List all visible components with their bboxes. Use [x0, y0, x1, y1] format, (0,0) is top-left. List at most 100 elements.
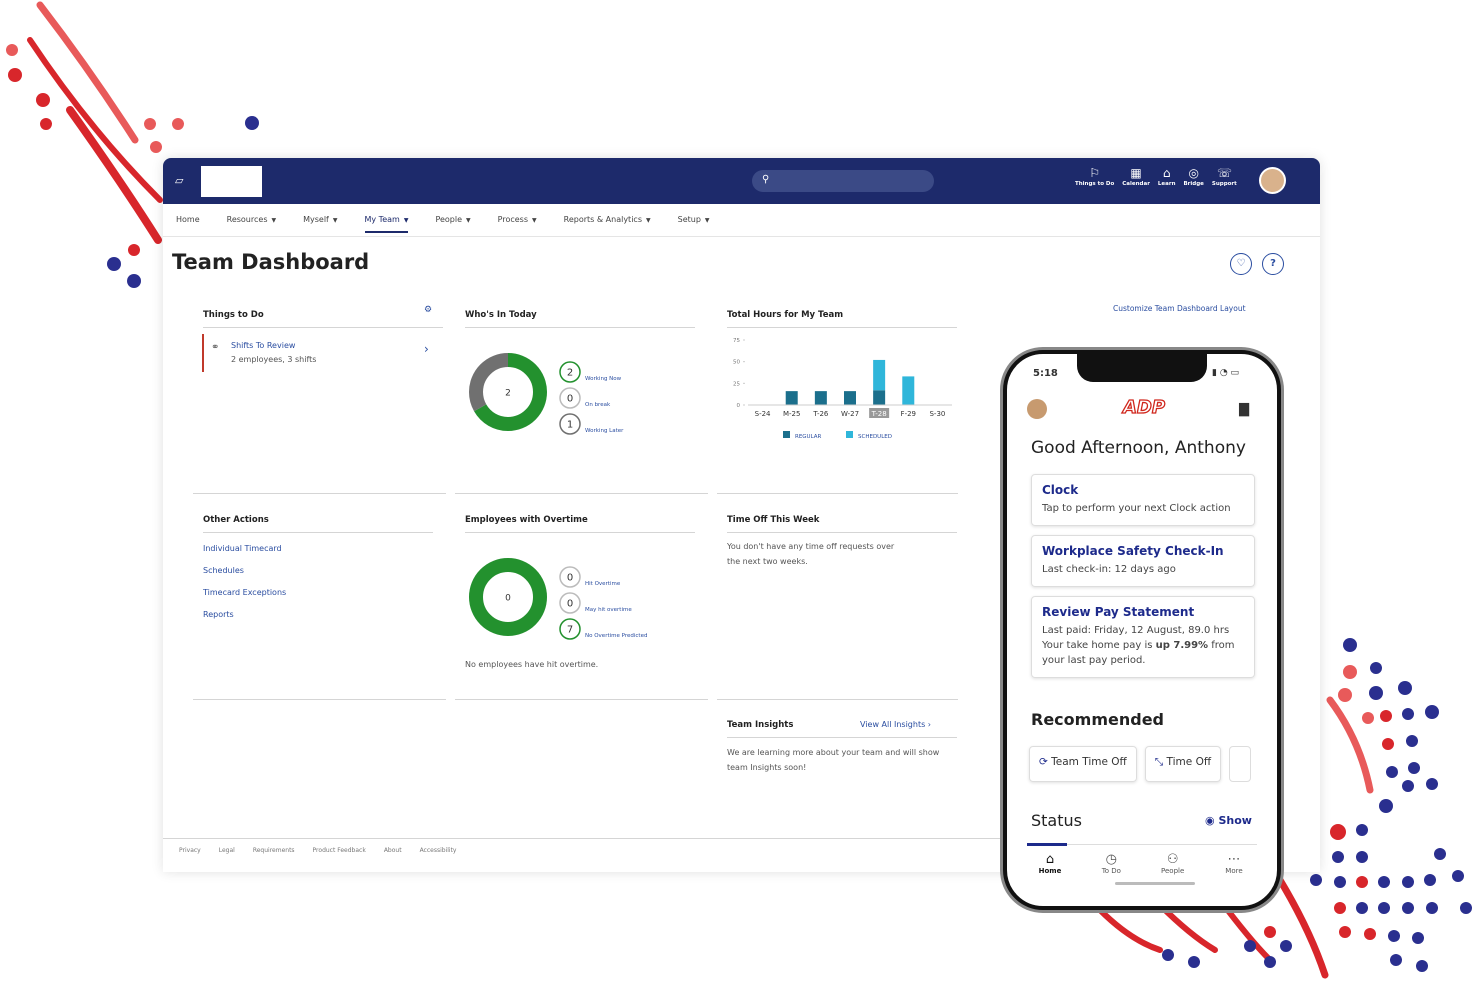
- tab[interactable]: ⚇ People: [1150, 852, 1196, 875]
- pay-line: Your take home pay is up 7.99% from your…: [1042, 638, 1244, 668]
- nav-icon[interactable]: ⚐ Things to Do: [1075, 166, 1114, 187]
- legend-badge: [559, 361, 581, 383]
- link-text[interactable]: View All Insights: [860, 720, 926, 729]
- action-link[interactable]: Reports: [203, 610, 234, 619]
- notch: [1077, 354, 1207, 382]
- x-tick-label: W-27: [841, 410, 859, 418]
- item-title[interactable]: Shifts To Review: [231, 341, 296, 350]
- action-link[interactable]: Timecard Exceptions: [203, 588, 287, 597]
- footer-link[interactable]: About: [383, 847, 402, 854]
- insights-link[interactable]: View All Insights ›: [860, 720, 932, 729]
- x-tick-label: S-30: [929, 410, 945, 418]
- overtime-note: No employees have hit overtime.: [465, 660, 599, 669]
- icon-glyph: ⌂: [1162, 166, 1171, 180]
- action-link[interactable]: Individual Timecard: [203, 544, 282, 553]
- home-indicator: [1115, 882, 1195, 885]
- action-links: Individual Timecard Schedules Timecard Exc…: [203, 538, 286, 626]
- card-rule: [727, 327, 957, 328]
- settings-icon[interactable]: ⚙: [424, 305, 433, 315]
- menu-item[interactable]: Process ▼: [498, 212, 537, 233]
- donut-hole: [488, 372, 528, 412]
- logo-box: [201, 166, 262, 197]
- menu-label[interactable]: Resources: [226, 215, 268, 224]
- donut-center: 0: [505, 594, 511, 604]
- avatar[interactable]: [1259, 167, 1286, 194]
- legend-count: 0: [567, 573, 573, 584]
- rec-button[interactable]: ⟳ Team Time Off: [1029, 746, 1137, 782]
- menu-label[interactable]: My Team: [364, 215, 400, 224]
- card-title: Team Insights: [727, 720, 794, 730]
- section-rule: [455, 493, 708, 494]
- menu-item[interactable]: Myself ▼: [303, 212, 337, 233]
- menu-item[interactable]: Home: [176, 212, 200, 233]
- menu-label[interactable]: People: [435, 215, 463, 224]
- insights-text: We are learning more about your team and…: [727, 748, 940, 772]
- card-title: Review Pay Statement: [1042, 605, 1195, 619]
- nav-icon[interactable]: ▦ Calendar: [1122, 166, 1150, 187]
- menu-item[interactable]: Reports & Analytics ▼: [564, 212, 651, 233]
- legend-count: 0: [567, 599, 573, 610]
- nav-icon[interactable]: ⌂ Learn: [1158, 166, 1176, 187]
- profile[interactable]: [1027, 399, 1047, 419]
- footer-link[interactable]: Product Feedback: [312, 847, 366, 854]
- tab[interactable]: ⋯ More: [1211, 852, 1257, 875]
- action-link[interactable]: Schedules: [203, 566, 244, 575]
- favorite-button[interactable]: ♡: [1230, 253, 1252, 275]
- safety-card[interactable]: Workplace Safety Check-In Last check-in:…: [1031, 535, 1255, 587]
- nav-icon[interactable]: ☏ Support: [1212, 166, 1237, 187]
- x-tick-label: F-29: [901, 410, 916, 418]
- menu-label[interactable]: Setup: [677, 215, 701, 224]
- card-title: Other Actions: [203, 515, 269, 525]
- tab-icon: ⋯: [1227, 852, 1241, 867]
- nav-icons: ⚐ Things to Do ▦ Calendar ⌂ Learn ◎ Bridge ☏ Supp…: [1075, 166, 1237, 187]
- show-link[interactable]: ◉ Show: [1205, 814, 1252, 827]
- menu-label[interactable]: Reports & Analytics: [563, 215, 642, 224]
- menu-label[interactable]: Process: [497, 215, 529, 224]
- x-tick-label: T-26: [812, 410, 829, 418]
- show-text[interactable]: Show: [1218, 814, 1252, 827]
- donut-hole: [488, 577, 528, 617]
- caret: ▼: [332, 217, 338, 224]
- customize-link[interactable]: Customize Team Dashboard Layout: [1113, 304, 1246, 313]
- menu-label[interactable]: Myself: [303, 215, 329, 224]
- tab-label: Home: [1038, 867, 1062, 875]
- chat-icon[interactable]: ▇: [1239, 402, 1249, 417]
- legend-label: No Overtime Predicted: [585, 633, 647, 639]
- menu-item[interactable]: People ▼: [435, 212, 470, 233]
- menu-label[interactable]: Home: [176, 215, 200, 224]
- help-button[interactable]: ?: [1262, 253, 1284, 275]
- footer-link[interactable]: Accessibility: [419, 847, 457, 854]
- card-rule: [203, 532, 433, 533]
- tab[interactable]: ⌂ Home: [1027, 852, 1073, 875]
- footer-link[interactable]: Privacy: [179, 847, 201, 854]
- legend-label: Working Now: [585, 376, 622, 382]
- nav-icon[interactable]: ◎ Bridge: [1183, 166, 1203, 187]
- rec-button[interactable]: ⤡ Time Off: [1144, 746, 1222, 782]
- card-title: Who's In Today: [465, 310, 537, 320]
- tab-icon: ◷: [1105, 852, 1117, 867]
- footer-link[interactable]: Legal: [218, 847, 235, 854]
- rec-button[interactable]: [1229, 746, 1252, 782]
- menu-item[interactable]: My Team ▼: [364, 212, 409, 233]
- section-rule: [193, 493, 446, 494]
- footer-link[interactable]: Requirements: [252, 847, 295, 854]
- menu-item[interactable]: Setup ▼: [678, 212, 710, 233]
- category-highlight: [869, 408, 890, 418]
- card-title: Total Hours for My Team: [727, 310, 844, 320]
- menu-item[interactable]: Resources ▼: [227, 212, 276, 233]
- tab[interactable]: ◷ To Do: [1088, 852, 1134, 875]
- icon-label: Bridge: [1183, 181, 1204, 187]
- rec-label: Team Time Off: [1051, 756, 1127, 768]
- search[interactable]: ⚲: [752, 170, 934, 192]
- status-heading: Status: [1031, 811, 1082, 830]
- tab-icon: ⌂: [1045, 852, 1055, 867]
- legend-count: 7: [567, 625, 573, 636]
- donut-center: 2: [505, 389, 511, 399]
- bar: [785, 391, 798, 405]
- y-tick-label: 50: [733, 360, 740, 366]
- chevron[interactable]: ›: [424, 342, 429, 356]
- pay-card[interactable]: Review Pay Statement Last paid: Friday, …: [1031, 596, 1255, 678]
- clock-card[interactable]: Clock Tap to perform your next Clock act…: [1031, 474, 1255, 526]
